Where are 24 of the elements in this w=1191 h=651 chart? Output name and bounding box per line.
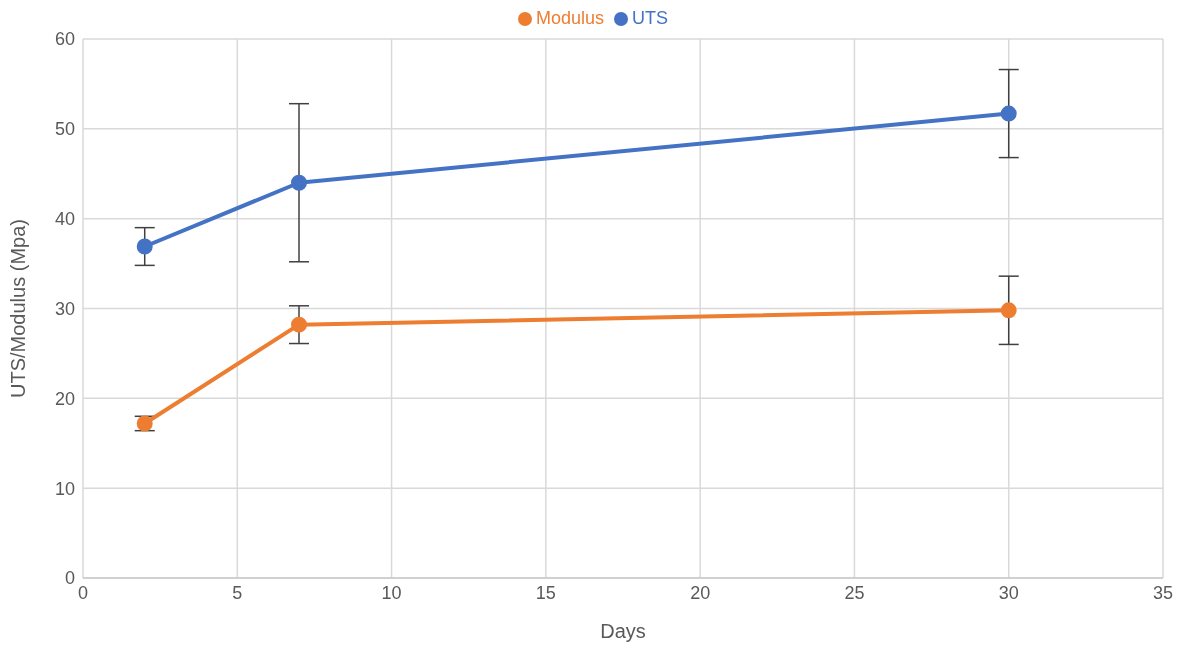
x-tick-label: 10 (381, 582, 402, 603)
y-tick-label: 0 (64, 568, 75, 589)
x-tick-label: 15 (535, 582, 556, 603)
x-tick-label: 25 (844, 582, 865, 603)
x-axis-title: Days (600, 620, 646, 642)
x-tick-label: 30 (998, 582, 1019, 603)
y-tick-label: 20 (54, 388, 75, 409)
y-tick-label: 10 (54, 478, 75, 499)
y-tick-label: 50 (54, 119, 75, 140)
x-tick-label: 20 (690, 582, 711, 603)
y-tick-label: 30 (54, 298, 75, 319)
x-tick-label: 5 (232, 582, 243, 603)
legend-label: Modulus (535, 8, 605, 28)
x-tick-label: 35 (1152, 582, 1174, 603)
point (291, 316, 307, 333)
point (1000, 302, 1017, 319)
y-tick-label: 60 (54, 29, 75, 50)
point (291, 174, 307, 191)
point (1000, 105, 1017, 122)
point (136, 238, 153, 255)
legend-label: UTS (632, 8, 669, 28)
y-axis-title: UTS/Modulus (Mpa) (7, 219, 30, 398)
x-tick-label: 0 (77, 582, 89, 603)
y-tick-label: 40 (54, 209, 75, 230)
